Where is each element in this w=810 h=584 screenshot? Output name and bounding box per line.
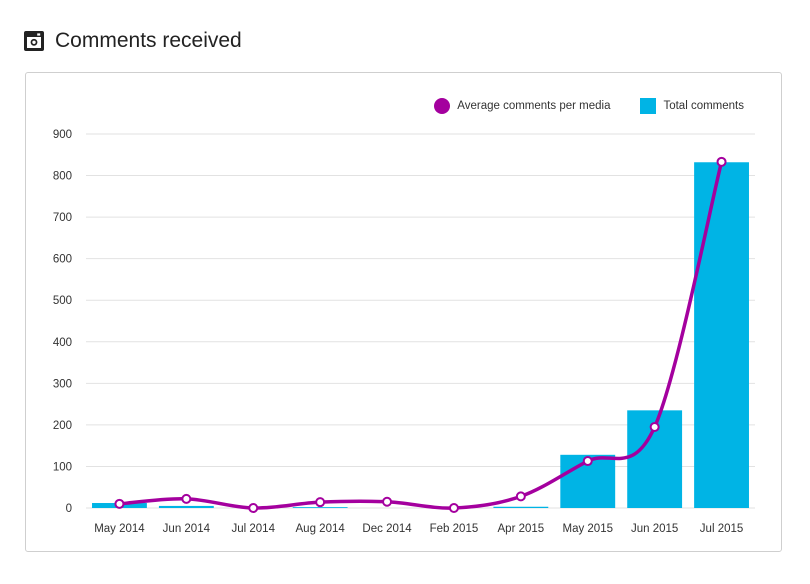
line-series <box>114 156 727 513</box>
chart-legend: Average comments per media Total comment… <box>434 98 744 114</box>
y-axis-labels: 0 100 200 300 400 500 600 700 800 900 <box>53 129 72 515</box>
line-point[interactable] <box>649 421 660 432</box>
bar-series <box>92 162 749 508</box>
x-tick-label: Jun 2015 <box>631 523 678 535</box>
line-point[interactable] <box>382 496 393 507</box>
x-tick-label: Jun 2014 <box>163 523 211 535</box>
line-point[interactable] <box>181 493 192 504</box>
x-tick-label: Aug 2014 <box>296 523 346 535</box>
x-axis-labels: May 2014 Jun 2014 Jul 2014 Aug 2014 Dec 2014… <box>94 523 743 535</box>
legend-label-average: Average comments per media <box>457 100 611 112</box>
instagram-icon <box>24 31 44 51</box>
line-point[interactable] <box>716 156 727 167</box>
y-tick-label: 300 <box>53 378 72 390</box>
x-tick-label: Dec 2014 <box>362 523 412 535</box>
line-point[interactable] <box>315 497 326 508</box>
line-point[interactable] <box>515 491 526 502</box>
average-line <box>119 161 724 510</box>
legend-swatch-total <box>640 98 657 114</box>
legend-label-total: Total comments <box>663 100 744 112</box>
y-tick-label: 700 <box>53 212 72 224</box>
bar[interactable] <box>694 162 749 508</box>
x-tick-label: May 2015 <box>562 523 613 535</box>
line-point[interactable] <box>248 503 259 513</box>
y-tick-label: 500 <box>53 295 72 307</box>
section-header: Comments received <box>24 26 242 56</box>
bar[interactable] <box>493 506 549 508</box>
x-tick-label: Jul 2015 <box>700 523 743 535</box>
legend-item-average[interactable]: Average comments per media <box>434 98 610 114</box>
legend-swatch-average <box>434 98 451 114</box>
y-tick-label: 800 <box>53 171 72 183</box>
bar[interactable] <box>158 505 214 508</box>
y-tick-label: 600 <box>53 254 72 266</box>
y-tick-label: 900 <box>53 129 72 141</box>
x-tick-label: Jul 2014 <box>232 523 276 535</box>
x-tick-label: May 2014 <box>94 523 145 535</box>
line-point[interactable] <box>448 503 459 513</box>
y-tick-label: 200 <box>53 420 72 432</box>
y-tick-label: 100 <box>53 461 72 473</box>
bar[interactable] <box>292 507 348 508</box>
y-tick-label: 400 <box>53 337 72 349</box>
x-tick-label: Feb 2015 <box>430 523 479 535</box>
x-tick-label: Apr 2015 <box>498 523 545 535</box>
legend-item-total[interactable]: Total comments <box>640 98 744 114</box>
section-title: Comments received <box>55 29 242 52</box>
y-tick-label: 0 <box>66 503 72 515</box>
line-point[interactable] <box>114 498 125 509</box>
line-point[interactable] <box>582 456 593 467</box>
